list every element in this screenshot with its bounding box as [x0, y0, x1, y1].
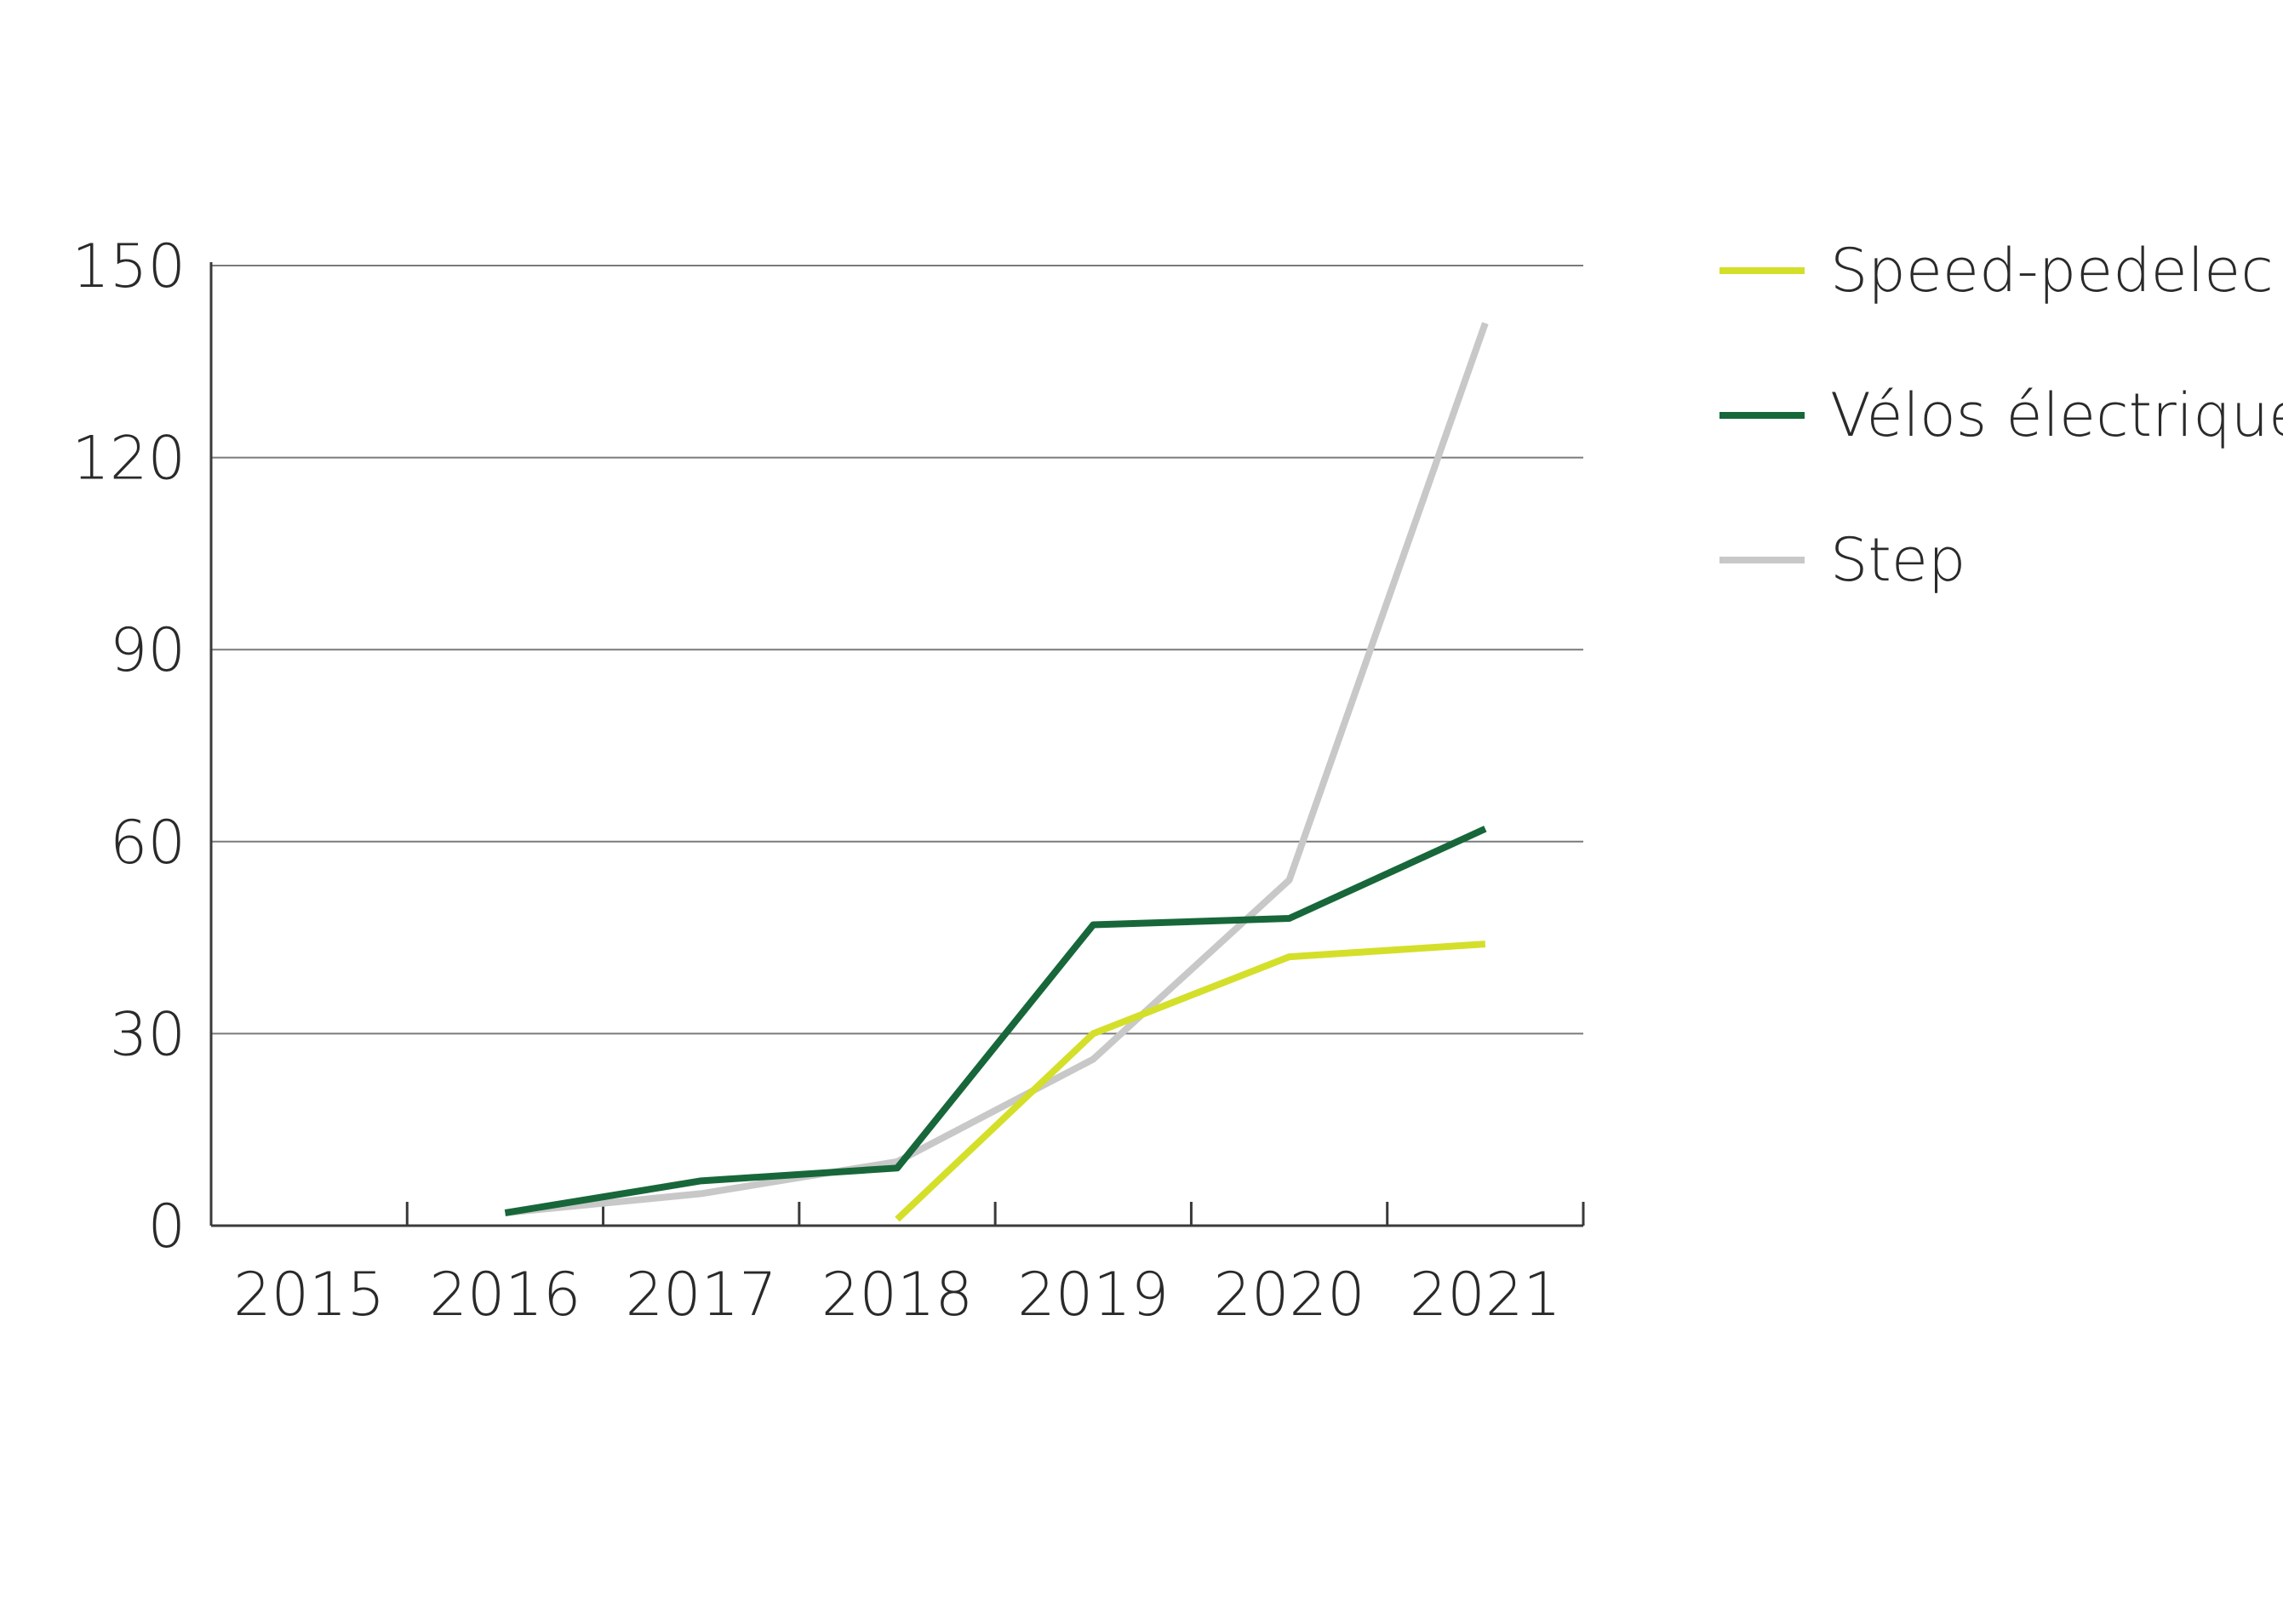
x-tick-label-2019: 2019 [1017, 1260, 1169, 1330]
x-tick-label-2016: 2016 [429, 1260, 581, 1330]
y-tick-label-90: 90 [110, 615, 186, 685]
legend: Speed-pedelec Vélos électriques Step [1719, 236, 2283, 595]
y-tick-label-120: 120 [72, 424, 186, 494]
x-tick-label-2017: 2017 [626, 1260, 777, 1330]
series-lines [504, 322, 1489, 1222]
y-tick-label-150: 150 [72, 232, 186, 301]
x-tick-label-2015: 2015 [233, 1260, 385, 1330]
legend-label-velos-electriques: Vélos électriques [1830, 380, 2283, 450]
legend-label-step: Step [1830, 525, 1965, 595]
y-tick-label-0: 0 [147, 1192, 186, 1261]
x-tick-label-2018: 2018 [821, 1260, 973, 1330]
y-tick-label-30: 30 [110, 999, 186, 1069]
series-line-speed-pedelec [895, 941, 1486, 1222]
axes: 0 30 60 90 120 150 2015 2016 2017 2018 2019 2020 202… [72, 232, 1585, 1330]
legend-label-speed-pedelec: Speed-pedelec [1830, 236, 2274, 306]
x-tick-label-2020: 2020 [1213, 1260, 1365, 1330]
series-line-velos-electriques [504, 826, 1487, 1216]
x-tick-label-2021: 2021 [1410, 1260, 1561, 1330]
grid [211, 265, 1583, 1035]
y-tick-label-60: 60 [110, 808, 186, 878]
series-line-step [505, 322, 1489, 1216]
